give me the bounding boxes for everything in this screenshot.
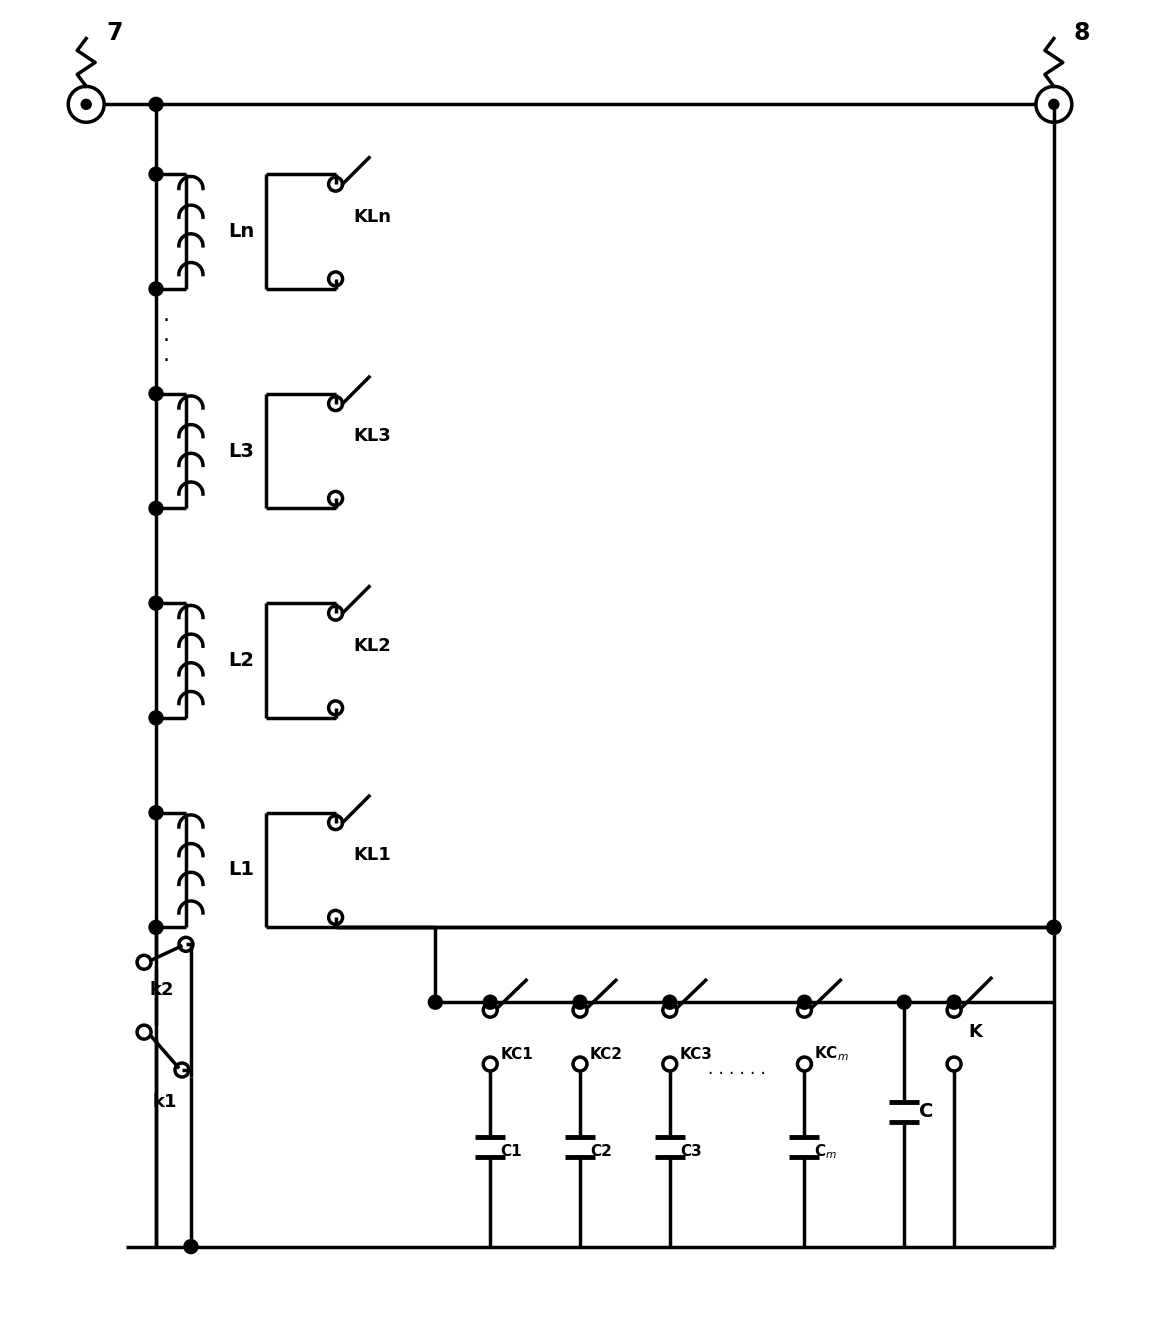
Text: C3: C3 [680,1144,701,1159]
Text: KLn: KLn [354,208,391,225]
Circle shape [573,995,587,1009]
Circle shape [149,282,163,296]
Text: k1: k1 [152,1093,177,1111]
Text: ·: · [162,331,169,352]
Circle shape [948,995,961,1009]
Text: · · · · · ·: · · · · · · [708,1065,766,1084]
Text: L1: L1 [228,860,253,880]
Circle shape [81,99,91,110]
Circle shape [149,806,163,820]
Circle shape [484,995,498,1009]
Circle shape [897,995,912,1009]
Text: 8: 8 [1074,21,1090,45]
Circle shape [184,1240,198,1254]
Text: C: C [919,1102,934,1122]
Circle shape [149,98,163,111]
Text: ·: · [162,311,169,331]
Text: KL2: KL2 [354,636,391,655]
Text: ·: · [162,351,169,372]
Text: L2: L2 [228,651,253,669]
Text: Ln: Ln [228,222,255,241]
Text: C2: C2 [590,1144,612,1159]
Circle shape [149,501,163,516]
Text: L3: L3 [228,442,253,460]
Circle shape [149,167,163,181]
Circle shape [797,995,811,1009]
Text: KC3: KC3 [680,1046,713,1061]
Circle shape [1047,921,1061,934]
Text: KC1: KC1 [500,1046,533,1061]
Text: C1: C1 [500,1144,522,1159]
Circle shape [428,995,442,1009]
Circle shape [663,995,677,1009]
Text: KL1: KL1 [354,845,391,864]
Text: k2: k2 [149,982,174,999]
Circle shape [1049,99,1059,110]
Circle shape [149,710,163,725]
Circle shape [149,597,163,610]
Circle shape [149,921,163,934]
Text: KC2: KC2 [590,1046,622,1061]
Text: K: K [968,1023,982,1041]
Text: C$_m$: C$_m$ [815,1143,838,1162]
Circle shape [149,386,163,401]
Text: KL3: KL3 [354,427,391,445]
Text: 7: 7 [106,21,123,45]
Circle shape [1047,921,1061,934]
Text: KC$_m$: KC$_m$ [815,1045,849,1064]
